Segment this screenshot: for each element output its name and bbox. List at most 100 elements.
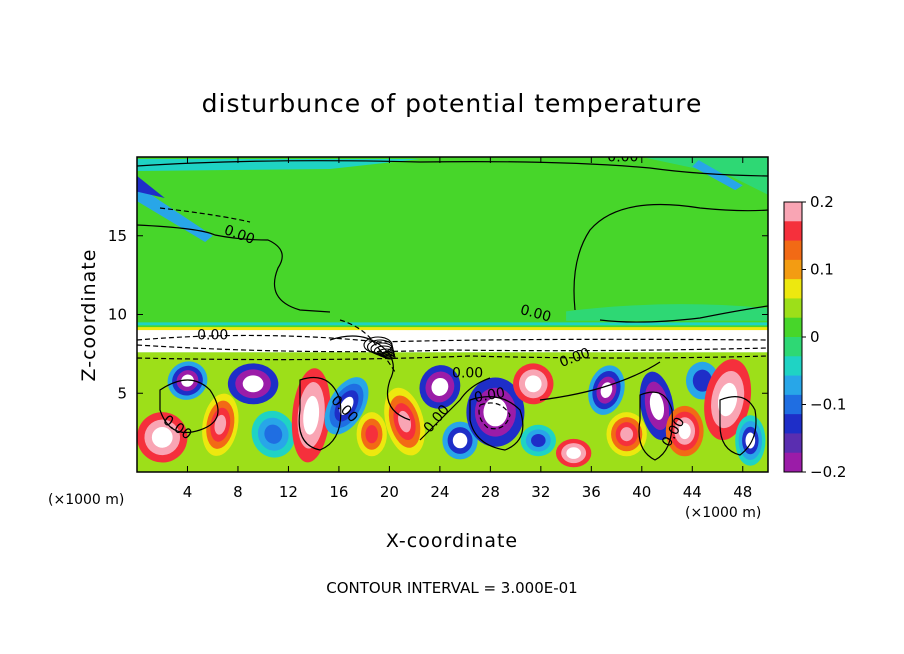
field-blob xyxy=(566,447,581,459)
field-blob xyxy=(242,375,264,393)
colorbar-swatch xyxy=(784,414,802,434)
x-tick-label: 36 xyxy=(582,483,601,501)
contour-line-dashed xyxy=(159,207,251,223)
colorbar-swatch xyxy=(784,356,802,377)
x-tick-label: 28 xyxy=(481,483,500,501)
field-blob xyxy=(431,377,449,396)
field-blob xyxy=(678,423,691,440)
colorbar-swatch xyxy=(784,337,802,357)
contour-cluster-ring xyxy=(377,348,395,358)
field-blob xyxy=(531,434,546,447)
contour-line xyxy=(137,160,768,177)
colorbar-swatch xyxy=(784,452,802,473)
field-blob xyxy=(151,426,173,448)
contour-line-dashed xyxy=(137,344,768,353)
contour-line xyxy=(638,391,673,461)
contour-line xyxy=(599,305,768,323)
field-layer xyxy=(137,157,768,472)
field-blob xyxy=(264,424,283,444)
y-tick-label: 15 xyxy=(108,227,127,245)
contour-line xyxy=(137,224,331,313)
contour-line-dashed xyxy=(137,355,768,361)
contour-line-dashed xyxy=(478,402,511,430)
contour-label: 0.00 xyxy=(607,150,638,166)
field-blob xyxy=(745,432,756,449)
field-blob xyxy=(483,397,508,427)
contour-label: 0.00 xyxy=(473,385,506,406)
contour-line-dashed xyxy=(137,334,768,343)
contour-line xyxy=(719,396,757,456)
field-blob xyxy=(365,425,378,444)
colorbar-swatch xyxy=(784,298,802,319)
contour-line xyxy=(159,379,219,434)
colorbar-swatch xyxy=(784,240,802,261)
x-tick-label: 40 xyxy=(632,483,651,501)
plot-area: 0.000.000.000.000.000.000.000.00 0.000.00… xyxy=(137,150,768,472)
contour-interval-note: CONTOUR INTERVAL = 3.000E-01 xyxy=(326,579,577,597)
x-axis-ticks: 4 8 12 16 20 24 28 32 36 40 44 48 xyxy=(183,157,752,501)
mid-right-patch xyxy=(566,304,768,321)
contour-label: 0.00 xyxy=(518,302,552,326)
upper-right-streak xyxy=(692,160,743,191)
colorbar: 0.2 0.1 0 −0.1 −0.2 xyxy=(783,193,846,481)
chart-title: disturbunce of potential temperature xyxy=(202,89,703,118)
x-tick-label: 24 xyxy=(430,483,449,501)
colorbar-swatch xyxy=(784,394,802,415)
field-blob xyxy=(600,382,613,398)
y-axis-label: Z-coordinate xyxy=(78,249,100,382)
contour-line xyxy=(419,377,491,441)
colorbar-tick-label: 0.1 xyxy=(810,261,834,279)
upper-right-patch xyxy=(641,157,768,195)
inversion-edge xyxy=(137,327,768,331)
colorbar-swatch xyxy=(784,259,802,280)
y-axis-ticks: 5 10 15 xyxy=(108,227,768,402)
x-tick-label: 44 xyxy=(683,483,702,501)
colorbar-swatch xyxy=(784,375,802,396)
x-tick-label: 4 xyxy=(183,483,193,501)
contour-line xyxy=(329,335,411,421)
colorbar-swatch xyxy=(784,202,802,222)
upper-wave-core xyxy=(137,175,165,198)
field-blob xyxy=(649,391,665,420)
field-blob xyxy=(620,427,634,442)
contour-line xyxy=(298,376,342,451)
x-tick-label: 12 xyxy=(279,483,298,501)
colorbar-swatch xyxy=(784,279,802,299)
z-unit-label: (×1000 m) xyxy=(48,492,124,508)
contour-label: 0.00 xyxy=(197,328,228,344)
colorbar-swatch xyxy=(784,433,802,454)
colorbar-swatch xyxy=(784,317,802,338)
field-blob xyxy=(692,369,712,392)
contour-label: 0.00 xyxy=(452,366,483,382)
inversion-edge-upper xyxy=(137,322,768,326)
y-tick-label: 10 xyxy=(108,306,127,324)
x-tick-label: 8 xyxy=(233,483,243,501)
y-tick-label: 5 xyxy=(117,384,127,402)
contour-line xyxy=(469,396,524,451)
colorbar-tick-label: 0.2 xyxy=(810,193,834,211)
contour-line xyxy=(539,361,661,401)
contour-layer: 0.000.000.000.000.000.000.000.00 0.000.00… xyxy=(137,150,768,461)
x-tick-label: 32 xyxy=(531,483,550,501)
colorbar-swatch xyxy=(784,221,802,242)
x-tick-label: 20 xyxy=(380,483,399,501)
field-blob xyxy=(452,432,468,449)
field-blob xyxy=(717,382,738,417)
field-blob xyxy=(214,414,227,435)
colorbar-tick-label: −0.2 xyxy=(810,463,846,481)
field-blob xyxy=(303,395,320,435)
contour-line-dashed xyxy=(339,319,396,373)
field-blob xyxy=(339,396,354,415)
colorbar-tick-label: −0.1 xyxy=(810,396,846,414)
field-blob xyxy=(181,374,194,387)
field-blob xyxy=(524,375,542,393)
contour-cluster-ring xyxy=(380,351,396,359)
contour-cluster-ring xyxy=(384,354,396,360)
x-axis-label: X-coordinate xyxy=(386,530,518,552)
x-tick-label: 48 xyxy=(733,483,752,501)
colorbar-tick-label: 0 xyxy=(810,328,820,346)
contour-line xyxy=(573,203,768,311)
x-tick-label: 16 xyxy=(329,483,348,501)
x-unit-label: (×1000 m) xyxy=(685,505,761,521)
